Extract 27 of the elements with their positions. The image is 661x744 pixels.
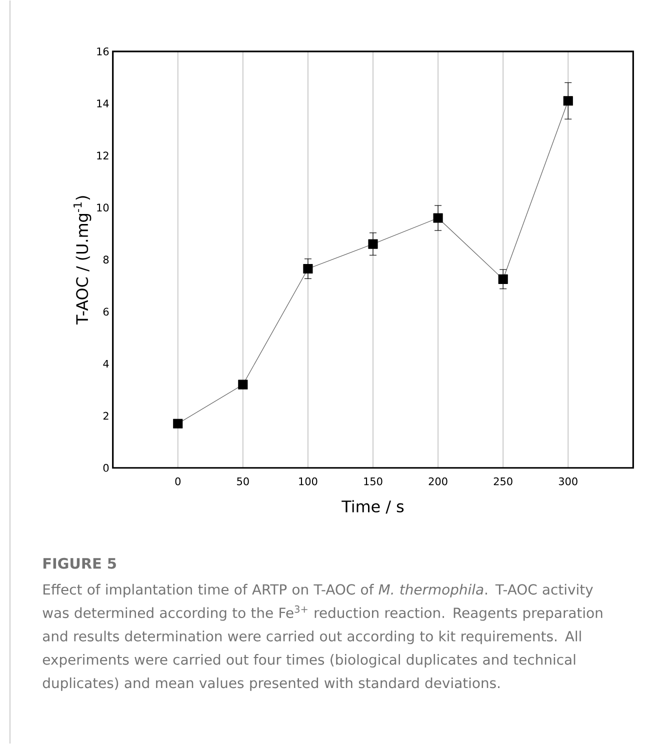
point [563,96,573,106]
y-tick-label: 10 [97,204,109,212]
point [498,274,508,284]
point [303,264,313,274]
y-tick-label: 14 [97,100,109,108]
x-tick-label: 200 [428,477,448,486]
point [238,380,248,390]
point [173,418,183,428]
text: Effect of implantation time of ARTP on T-AOC of M. thermophila. T-AOC activity was determined according to the Fe$^{3+}$ reduction reaction. Reagents preparation and results determination were carried out according to kit requirements. All experiments were carried out four times (biological duplicates and technical duplicates) and mean values presented with standard deviations. [42,584,602,691]
point [368,239,378,249]
y-tick-label: 12 [97,152,108,160]
y-tick-label: 8 [103,256,109,264]
y-tick-label: 6 [103,308,109,316]
x-tick-label: 300 [558,477,578,486]
y-tick-label: 0 [103,464,109,472]
text: FIGURE 5 [43,558,116,569]
point [433,213,443,223]
x-tick-label: 100 [299,477,318,486]
x-tick-label: 50 [237,477,249,486]
x-tick-label: 150 [364,477,382,486]
y-axis-title: T-AOC / (U.mg$^{-1}$) [73,196,92,325]
x-tick-label: 250 [494,477,512,486]
x-axis-title: Time / s [342,500,404,514]
x-tick-label: 0 [175,477,180,486]
y-tick-label: 4 [103,360,109,368]
y-tick-label: 16 [97,47,109,56]
y-tick-label: 2 [103,412,108,420]
